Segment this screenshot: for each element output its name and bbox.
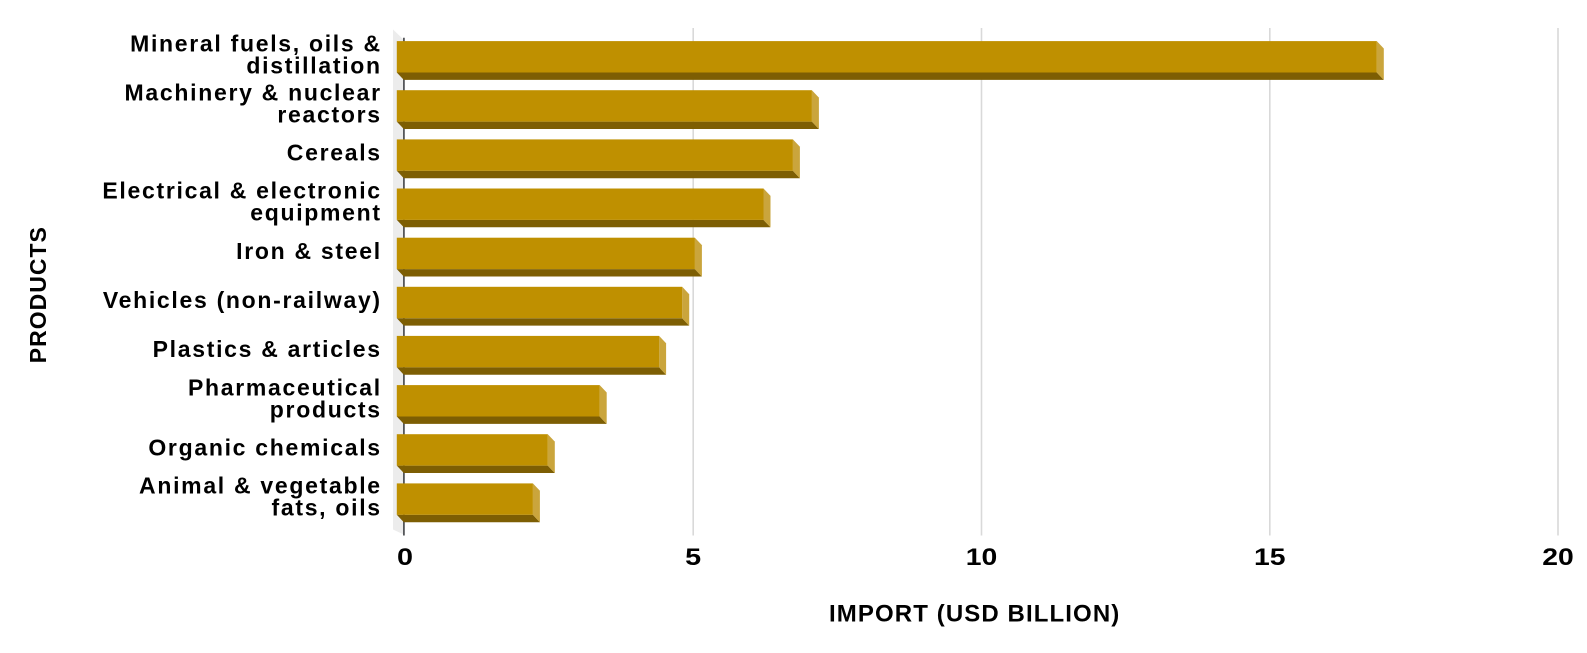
- svg-text:Plastics & articles: Plastics & articles: [153, 336, 382, 362]
- svg-text:Machinery & nuclear: Machinery & nuclear: [125, 79, 382, 105]
- svg-text:15: 15: [1254, 544, 1286, 571]
- svg-text:equipment: equipment: [250, 200, 382, 226]
- svg-text:Pharmaceutical: Pharmaceutical: [188, 374, 382, 400]
- svg-text:Vehicles (non-railway): Vehicles (non-railway): [103, 287, 382, 313]
- svg-text:5: 5: [685, 544, 701, 571]
- svg-text:PRODUCTS: PRODUCTS: [25, 226, 51, 363]
- svg-text:Iron & steel: Iron & steel: [236, 238, 382, 264]
- svg-text:20: 20: [1542, 544, 1574, 571]
- svg-text:0: 0: [397, 544, 413, 571]
- svg-text:Electrical & electronic: Electrical & electronic: [102, 178, 381, 204]
- svg-text:Organic chemicals: Organic chemicals: [148, 434, 381, 460]
- svg-text:10: 10: [966, 544, 998, 571]
- svg-text:distillation: distillation: [246, 52, 381, 78]
- svg-text:reactors: reactors: [277, 101, 381, 127]
- svg-text:products: products: [270, 396, 382, 422]
- svg-text:IMPORT (USD BILLION): IMPORT (USD BILLION): [829, 601, 1120, 628]
- svg-text:Animal & vegetable: Animal & vegetable: [139, 473, 382, 499]
- svg-text:fats, oils: fats, oils: [271, 495, 381, 521]
- svg-text:Mineral fuels, oils &: Mineral fuels, oils &: [130, 30, 382, 56]
- svg-text:Cereals: Cereals: [287, 140, 382, 166]
